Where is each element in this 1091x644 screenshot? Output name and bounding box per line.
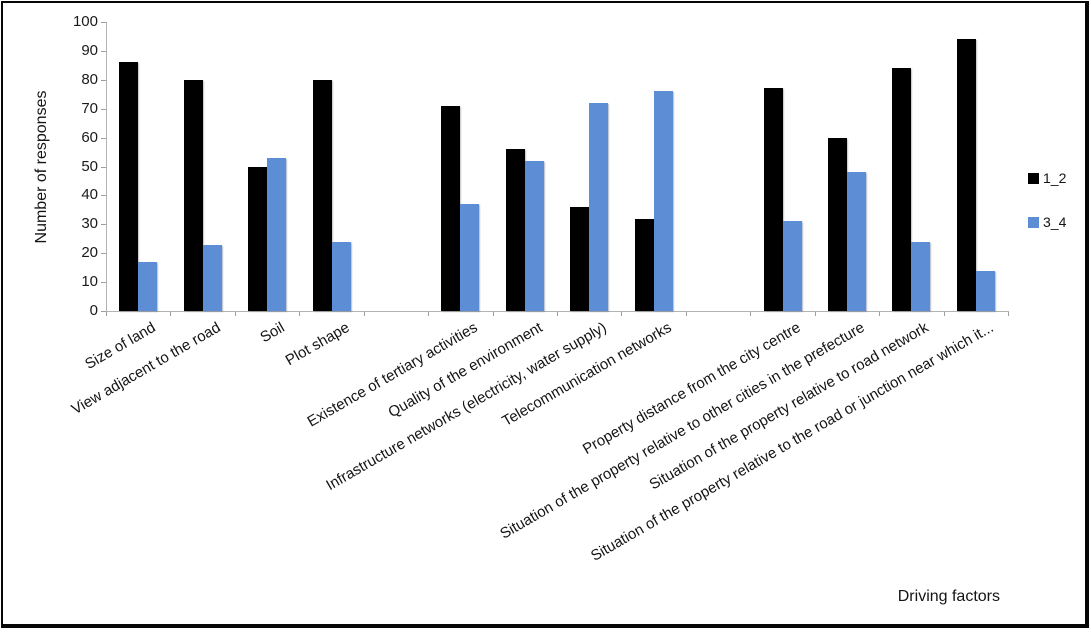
x-tick [685,312,687,316]
x-tick [170,312,172,316]
category-label-3: Plot shape [282,319,352,370]
legend-item-1_2: 1_2 [1028,170,1066,186]
bar-3_4-12 [911,241,931,311]
bar-3_4-3 [331,241,351,311]
bar-1_2-13 [956,39,976,311]
y-tick-label: 10 [81,273,98,291]
y-tick [101,50,106,52]
x-tick [879,312,881,316]
legend-label-3_4: 3_4 [1043,214,1067,230]
y-tick [101,224,106,226]
y-tick-label: 80 [81,70,98,88]
bar-3_4-2 [267,157,287,311]
x-tick [363,312,365,316]
bar-1_2-11 [827,137,847,311]
legend-swatch-1_2 [1028,172,1039,184]
y-tick-label: 0 [89,302,98,319]
x-tick [234,312,236,316]
y-tick [101,137,106,139]
x-tick [428,312,430,316]
bar-1_2-2 [248,166,268,311]
x-tick [106,312,107,316]
bar-3_4-10 [782,221,802,311]
x-tick [621,312,623,316]
x-tick [299,312,301,316]
y-tick-label: 50 [81,157,98,175]
legend-swatch-3_4 [1028,216,1039,228]
y-tick [101,108,106,110]
y-tick-label: 60 [81,128,98,146]
bar-1_2-1 [183,79,203,311]
x-axis-line [106,311,1009,312]
y-tick-label: 90 [81,41,98,59]
y-tick-label: 100 [72,13,98,30]
bar-3_4-13 [975,270,995,311]
bar-3_4-8 [653,91,673,311]
bar-1_2-0 [119,62,139,311]
y-axis-line [106,22,107,312]
bar-1_2-8 [634,218,654,311]
bar-1_2-5 [441,105,461,311]
y-tick [101,79,106,81]
bar-1_2-12 [892,68,912,311]
y-tick [101,166,106,168]
legend-item-3_4: 3_4 [1028,214,1066,230]
x-tick [814,312,816,316]
x-tick [750,312,752,316]
x-tick [943,312,945,316]
y-tick [101,22,106,23]
y-tick [101,253,106,255]
y-tick-label: 30 [81,215,98,233]
x-tick [557,312,558,316]
bar-3_4-1 [202,244,222,311]
y-tick [101,195,106,197]
bar-1_2-6 [505,149,525,311]
bar-chart: Number of responses 0 10 20 30 40 50 60 70 80 90 1… [0,0,1091,630]
bar-1_2-7 [570,206,590,311]
x-tick [1008,312,1009,316]
y-tick-label: 20 [81,244,98,262]
y-tick-label: 40 [81,186,98,204]
y-tick-label: 70 [81,99,98,117]
y-tick [101,282,106,284]
y-axis-title: Number of responses [33,90,50,244]
legend-label-1_2: 1_2 [1043,170,1067,186]
y-tick [101,311,106,312]
bar-1_2-10 [763,88,783,311]
bar-3_4-7 [589,102,609,311]
bar-3_4-11 [846,172,866,311]
bar-3_4-0 [138,261,158,311]
bar-1_2-3 [312,79,332,311]
bar-3_4-5 [460,204,480,311]
x-axis-title: Driving factors [897,588,1000,605]
x-tick [492,312,494,316]
bar-3_4-6 [524,160,544,311]
